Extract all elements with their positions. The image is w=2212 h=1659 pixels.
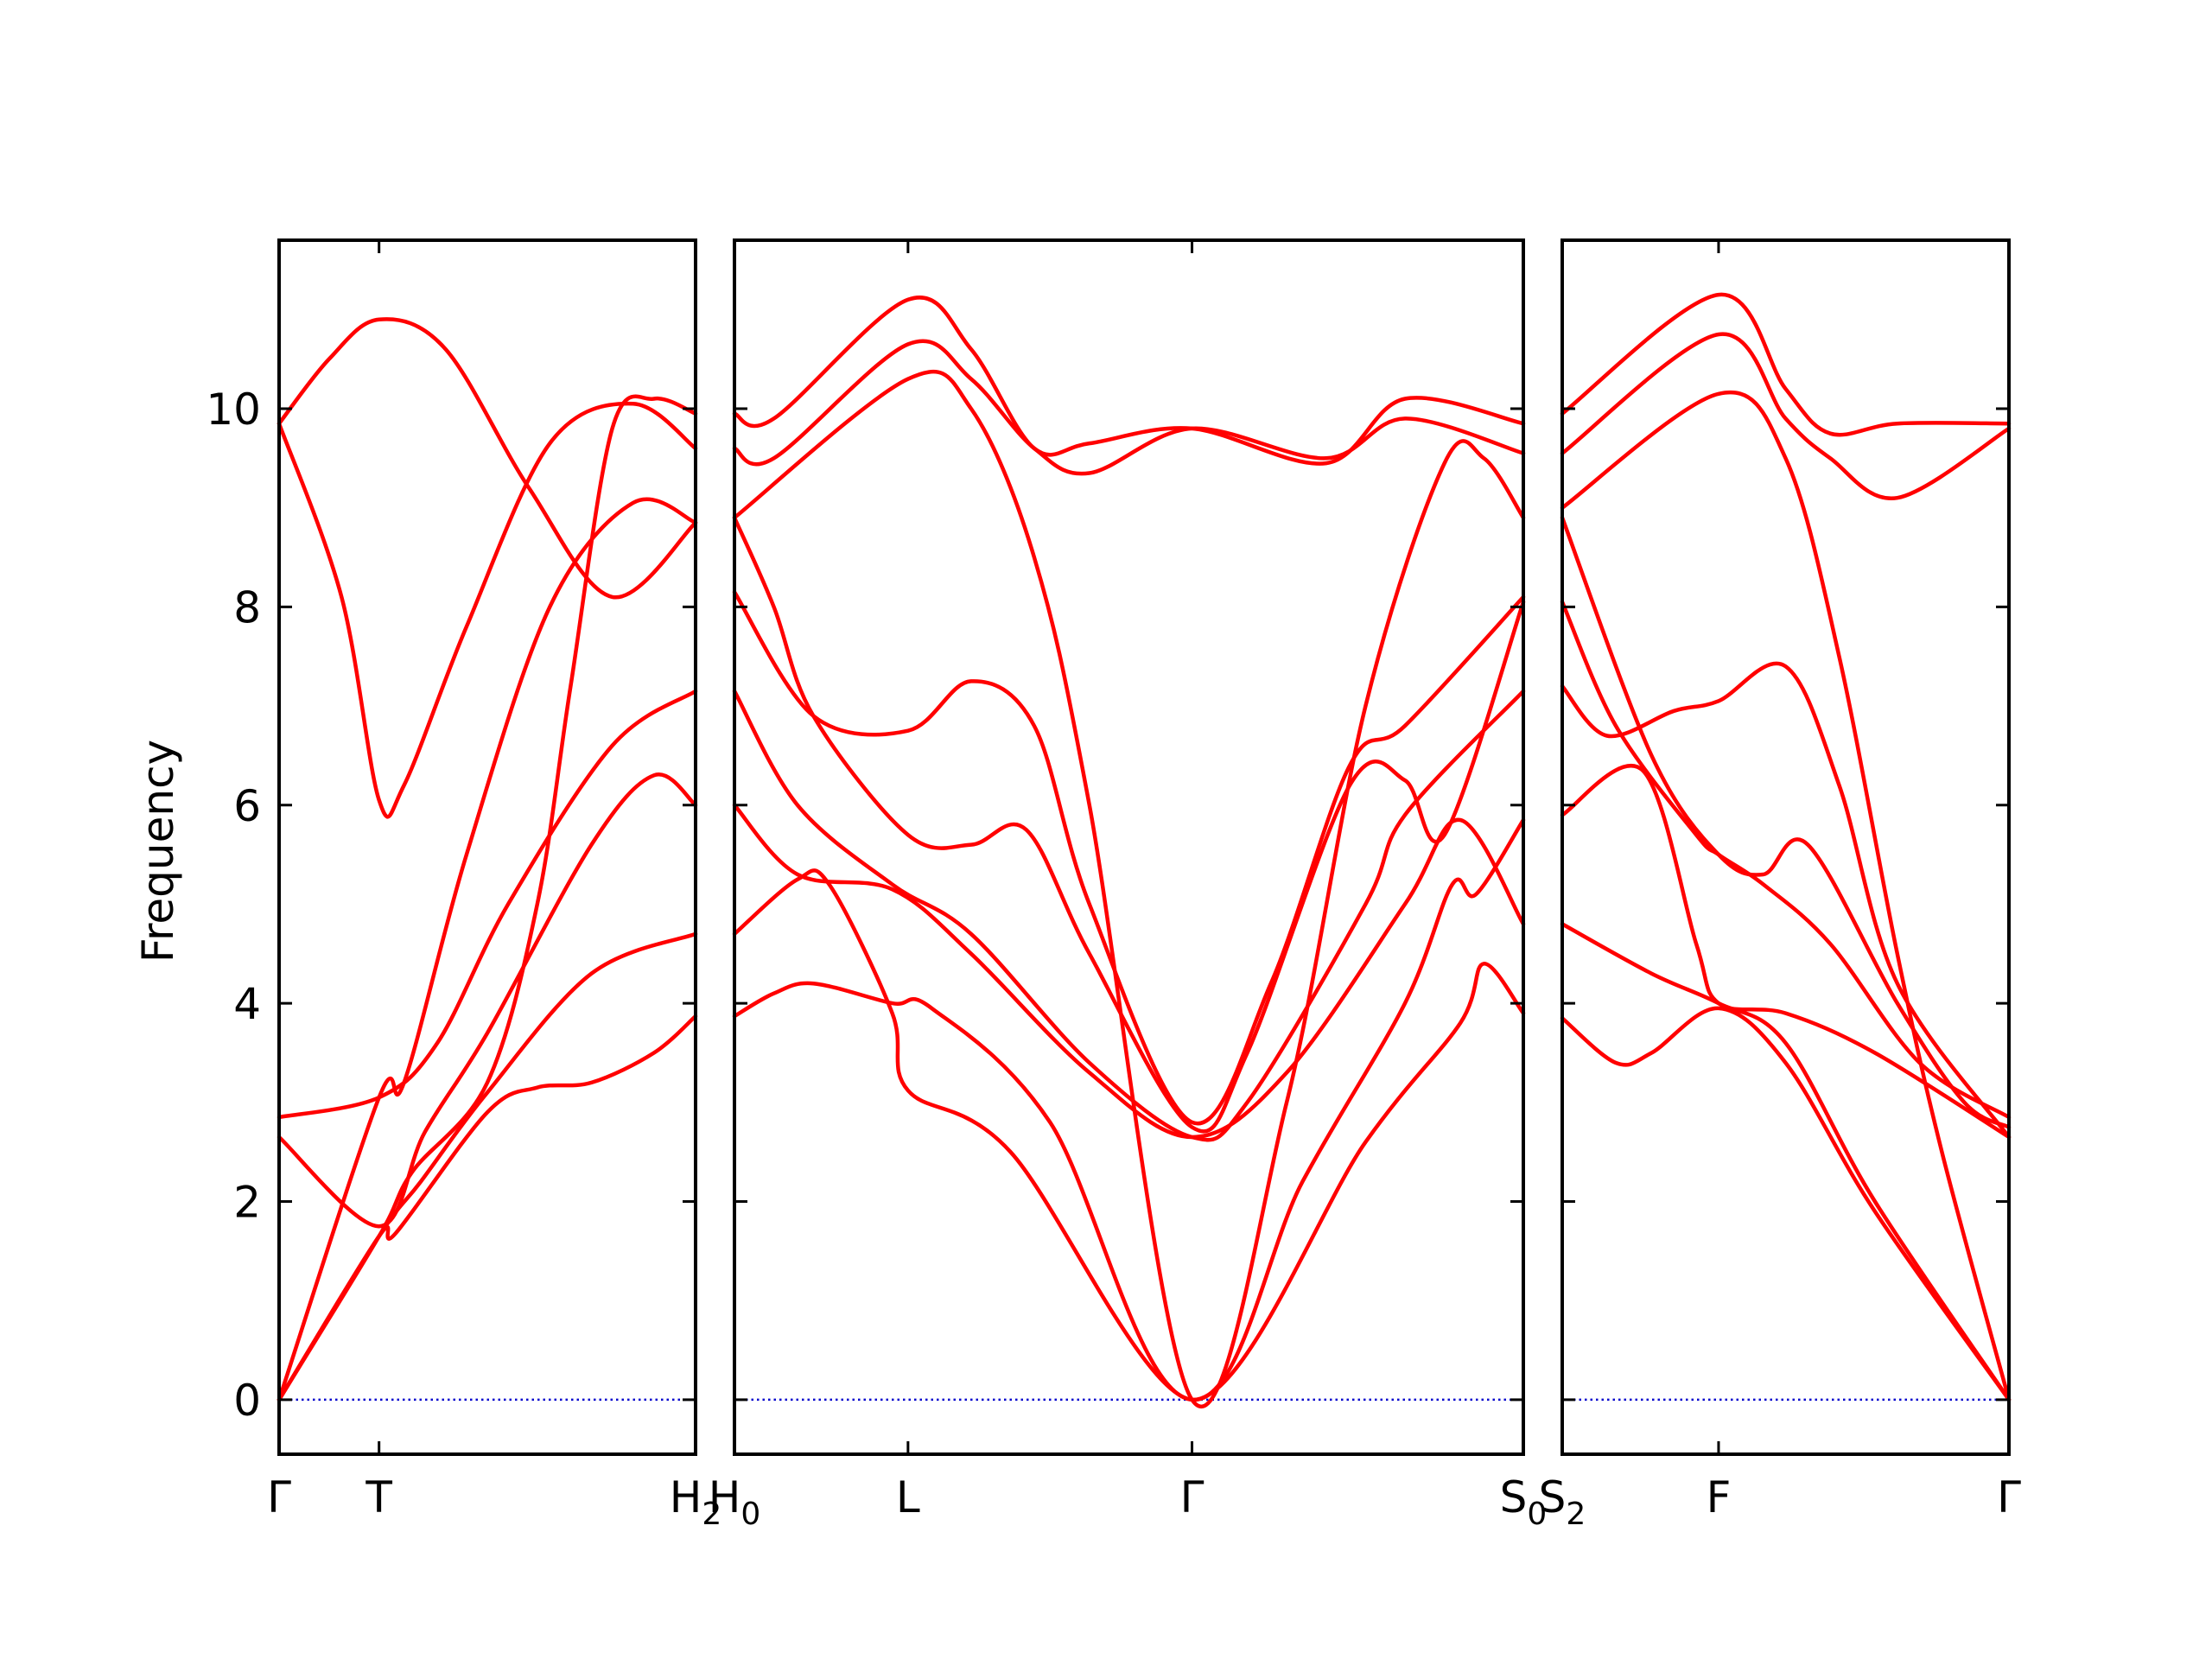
x-tick-label: T — [365, 1472, 392, 1522]
band-line-1 — [732, 962, 1526, 1402]
y-tick-label: 0 — [233, 1376, 261, 1426]
band-line-5 — [732, 515, 1526, 1134]
band-line-9 — [1560, 292, 2012, 437]
y-tick-label: 4 — [233, 979, 261, 1029]
band-line-3 — [276, 772, 698, 1229]
band-line-3 — [1560, 763, 2012, 1140]
panel-frame — [277, 238, 697, 1456]
panel-3: S2 F Γ — [1539, 238, 2021, 1532]
y-tick-label: 2 — [233, 1178, 261, 1228]
panel-2: H0 L Γ S0 — [709, 238, 1547, 1532]
band-line-2 — [732, 817, 1526, 1402]
x-tick-label: F — [1707, 1472, 1732, 1522]
y-axis: 0 2 4 6 8 10 — [206, 385, 261, 1426]
x-tick-label: Γ — [1997, 1472, 2021, 1522]
band-line-4 — [732, 689, 1526, 1142]
y-axis-label: Frequency — [133, 740, 183, 963]
band-line-5 — [276, 497, 698, 1402]
y-tick-label: 8 — [233, 582, 261, 632]
band-line-3 — [732, 803, 1526, 1140]
panel-frame — [1560, 238, 2011, 1456]
band-line-6 — [1560, 515, 2012, 1129]
y-tick-label: 6 — [233, 781, 261, 831]
x-tick-label: Γ — [1180, 1472, 1205, 1522]
band-line-7 — [732, 369, 1526, 1409]
panel-1: Γ T H2 — [267, 238, 721, 1532]
band-line-8 — [732, 339, 1526, 476]
panel-frame — [733, 238, 1525, 1456]
band-line-8 — [276, 394, 698, 1402]
band-line-7 — [276, 317, 698, 600]
band-line-4 — [276, 689, 698, 1120]
band-line-6 — [732, 589, 1526, 1126]
band-line-2 — [1560, 922, 2012, 1402]
band-line-6 — [276, 401, 698, 819]
band-line-1 — [1560, 1006, 2012, 1402]
band-line-2 — [276, 931, 698, 1402]
y-tick-label: 10 — [206, 385, 261, 435]
band-line-9 — [732, 296, 1526, 466]
band-line-8 — [1560, 332, 2012, 501]
band-line-4 — [1560, 661, 2012, 1140]
band-line-7 — [1560, 391, 2012, 1402]
x-tick-label: Γ — [267, 1472, 291, 1522]
x-tick-label: L — [896, 1472, 920, 1522]
